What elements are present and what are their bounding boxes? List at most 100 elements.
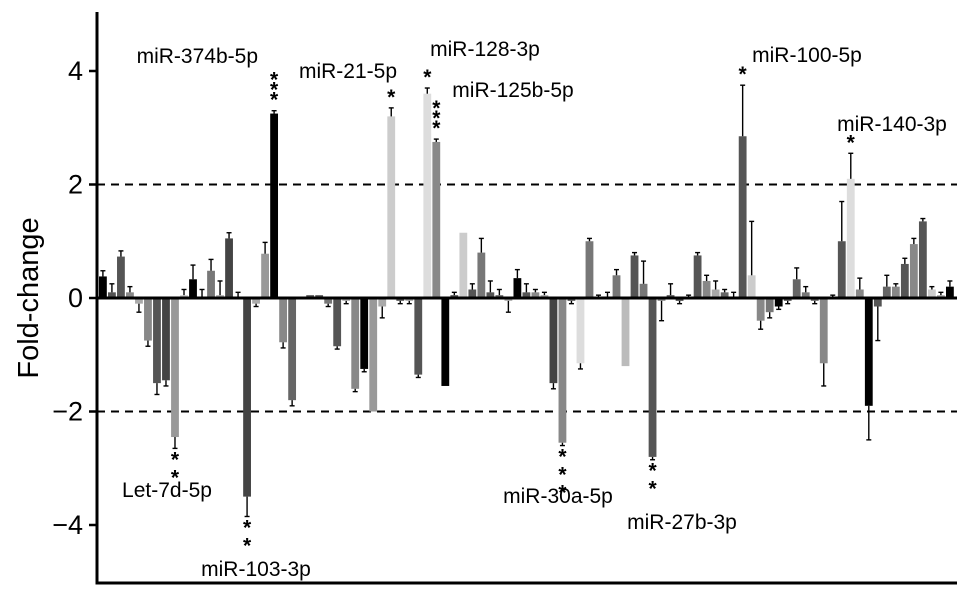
y-tick-label: 2 [68, 170, 83, 200]
y-tick-label: 0 [68, 283, 83, 313]
significance-star: * [558, 464, 567, 487]
bar [477, 252, 486, 298]
y-tick-label: −2 [52, 397, 83, 427]
bar [261, 253, 269, 298]
bar [558, 298, 567, 443]
annotation-label: miR-30a-5p [503, 485, 613, 508]
annotation-label: miR-128-3p [430, 38, 540, 61]
reference-lines [97, 183, 957, 413]
bar [576, 298, 585, 364]
bar [909, 244, 918, 298]
significance-star: * [847, 131, 856, 154]
significance-star: * [270, 79, 279, 102]
bar [756, 298, 765, 321]
bar [801, 292, 810, 298]
annotation-label: miR-100-5p [752, 44, 862, 67]
bar [918, 221, 927, 298]
bar [333, 298, 342, 347]
bar [648, 298, 657, 457]
bar [126, 292, 134, 298]
bar [765, 298, 774, 313]
bar [738, 136, 747, 298]
significance-star: * [387, 86, 396, 109]
bar [864, 298, 873, 406]
annotation-label: miR-103-3p [201, 558, 311, 581]
annotation-label: miR-374b-5p [137, 45, 258, 68]
bar [378, 298, 387, 307]
annotation-label: miR-125b-5p [452, 79, 573, 102]
significance-star: * [558, 446, 567, 469]
bar [162, 298, 170, 381]
bar [423, 93, 432, 298]
bar [189, 279, 197, 298]
bar [441, 298, 450, 386]
bar [891, 286, 900, 298]
bar [549, 298, 558, 384]
significance-star: * [171, 466, 180, 489]
bar [99, 276, 107, 298]
bar [486, 292, 495, 298]
significance-star: * [432, 117, 441, 140]
annotation-label: miR-140-3p [837, 113, 947, 136]
bar [252, 298, 260, 304]
bar [387, 116, 396, 299]
bar [882, 286, 891, 298]
bar [819, 298, 828, 364]
significance-star: * [739, 63, 748, 86]
bar [747, 275, 756, 298]
bar [135, 298, 143, 304]
bar [531, 292, 540, 298]
annotations-group: miR-374b-5p*** miR-21-5p*miR-128-3p*miR-1… [122, 38, 947, 581]
y-axis-label: Fold-change [13, 217, 45, 378]
annotation-label: Let-7d-5p [122, 479, 212, 502]
bar [693, 255, 702, 298]
bar [630, 255, 639, 298]
significance-star: * [243, 534, 252, 557]
significance-star: * [243, 516, 252, 539]
bar [711, 289, 720, 298]
bar [108, 292, 116, 298]
y-tick-label: −4 [52, 510, 83, 540]
y-ticks-group: −4 −2 0 2 4 [52, 56, 97, 540]
bar [117, 256, 125, 298]
significance-star: * [432, 107, 441, 130]
bar [270, 113, 279, 298]
bar [243, 298, 251, 497]
bar [585, 241, 594, 298]
bar [360, 298, 369, 369]
bar [513, 278, 522, 298]
bar [468, 289, 477, 298]
significance-star: * [558, 482, 567, 505]
annotation-label: miR-27b-3p [627, 511, 737, 534]
bar [225, 238, 233, 298]
bar [522, 292, 531, 298]
bar [414, 298, 423, 375]
bar [144, 298, 152, 341]
bar [432, 141, 441, 298]
bar [855, 289, 864, 298]
significance-star: * [432, 97, 441, 120]
bar [639, 283, 648, 298]
bar [153, 298, 161, 384]
significance-star: * [270, 69, 279, 92]
significance-star: * [270, 89, 279, 112]
bar [927, 289, 936, 298]
bar [207, 270, 215, 298]
significance-star: * [423, 66, 432, 89]
bar [837, 241, 846, 298]
bar [612, 275, 621, 298]
bar [945, 286, 954, 298]
bars-group [99, 93, 954, 497]
bar [792, 279, 801, 298]
bar [702, 280, 711, 298]
significance-star: * [648, 460, 657, 483]
annotation-label: miR-21-5p [299, 60, 397, 83]
bar [621, 298, 630, 367]
bar [873, 298, 882, 307]
significance-star: * [648, 478, 657, 501]
bar [774, 298, 783, 307]
bar [288, 298, 297, 401]
bar [279, 298, 288, 343]
bar [720, 292, 729, 298]
